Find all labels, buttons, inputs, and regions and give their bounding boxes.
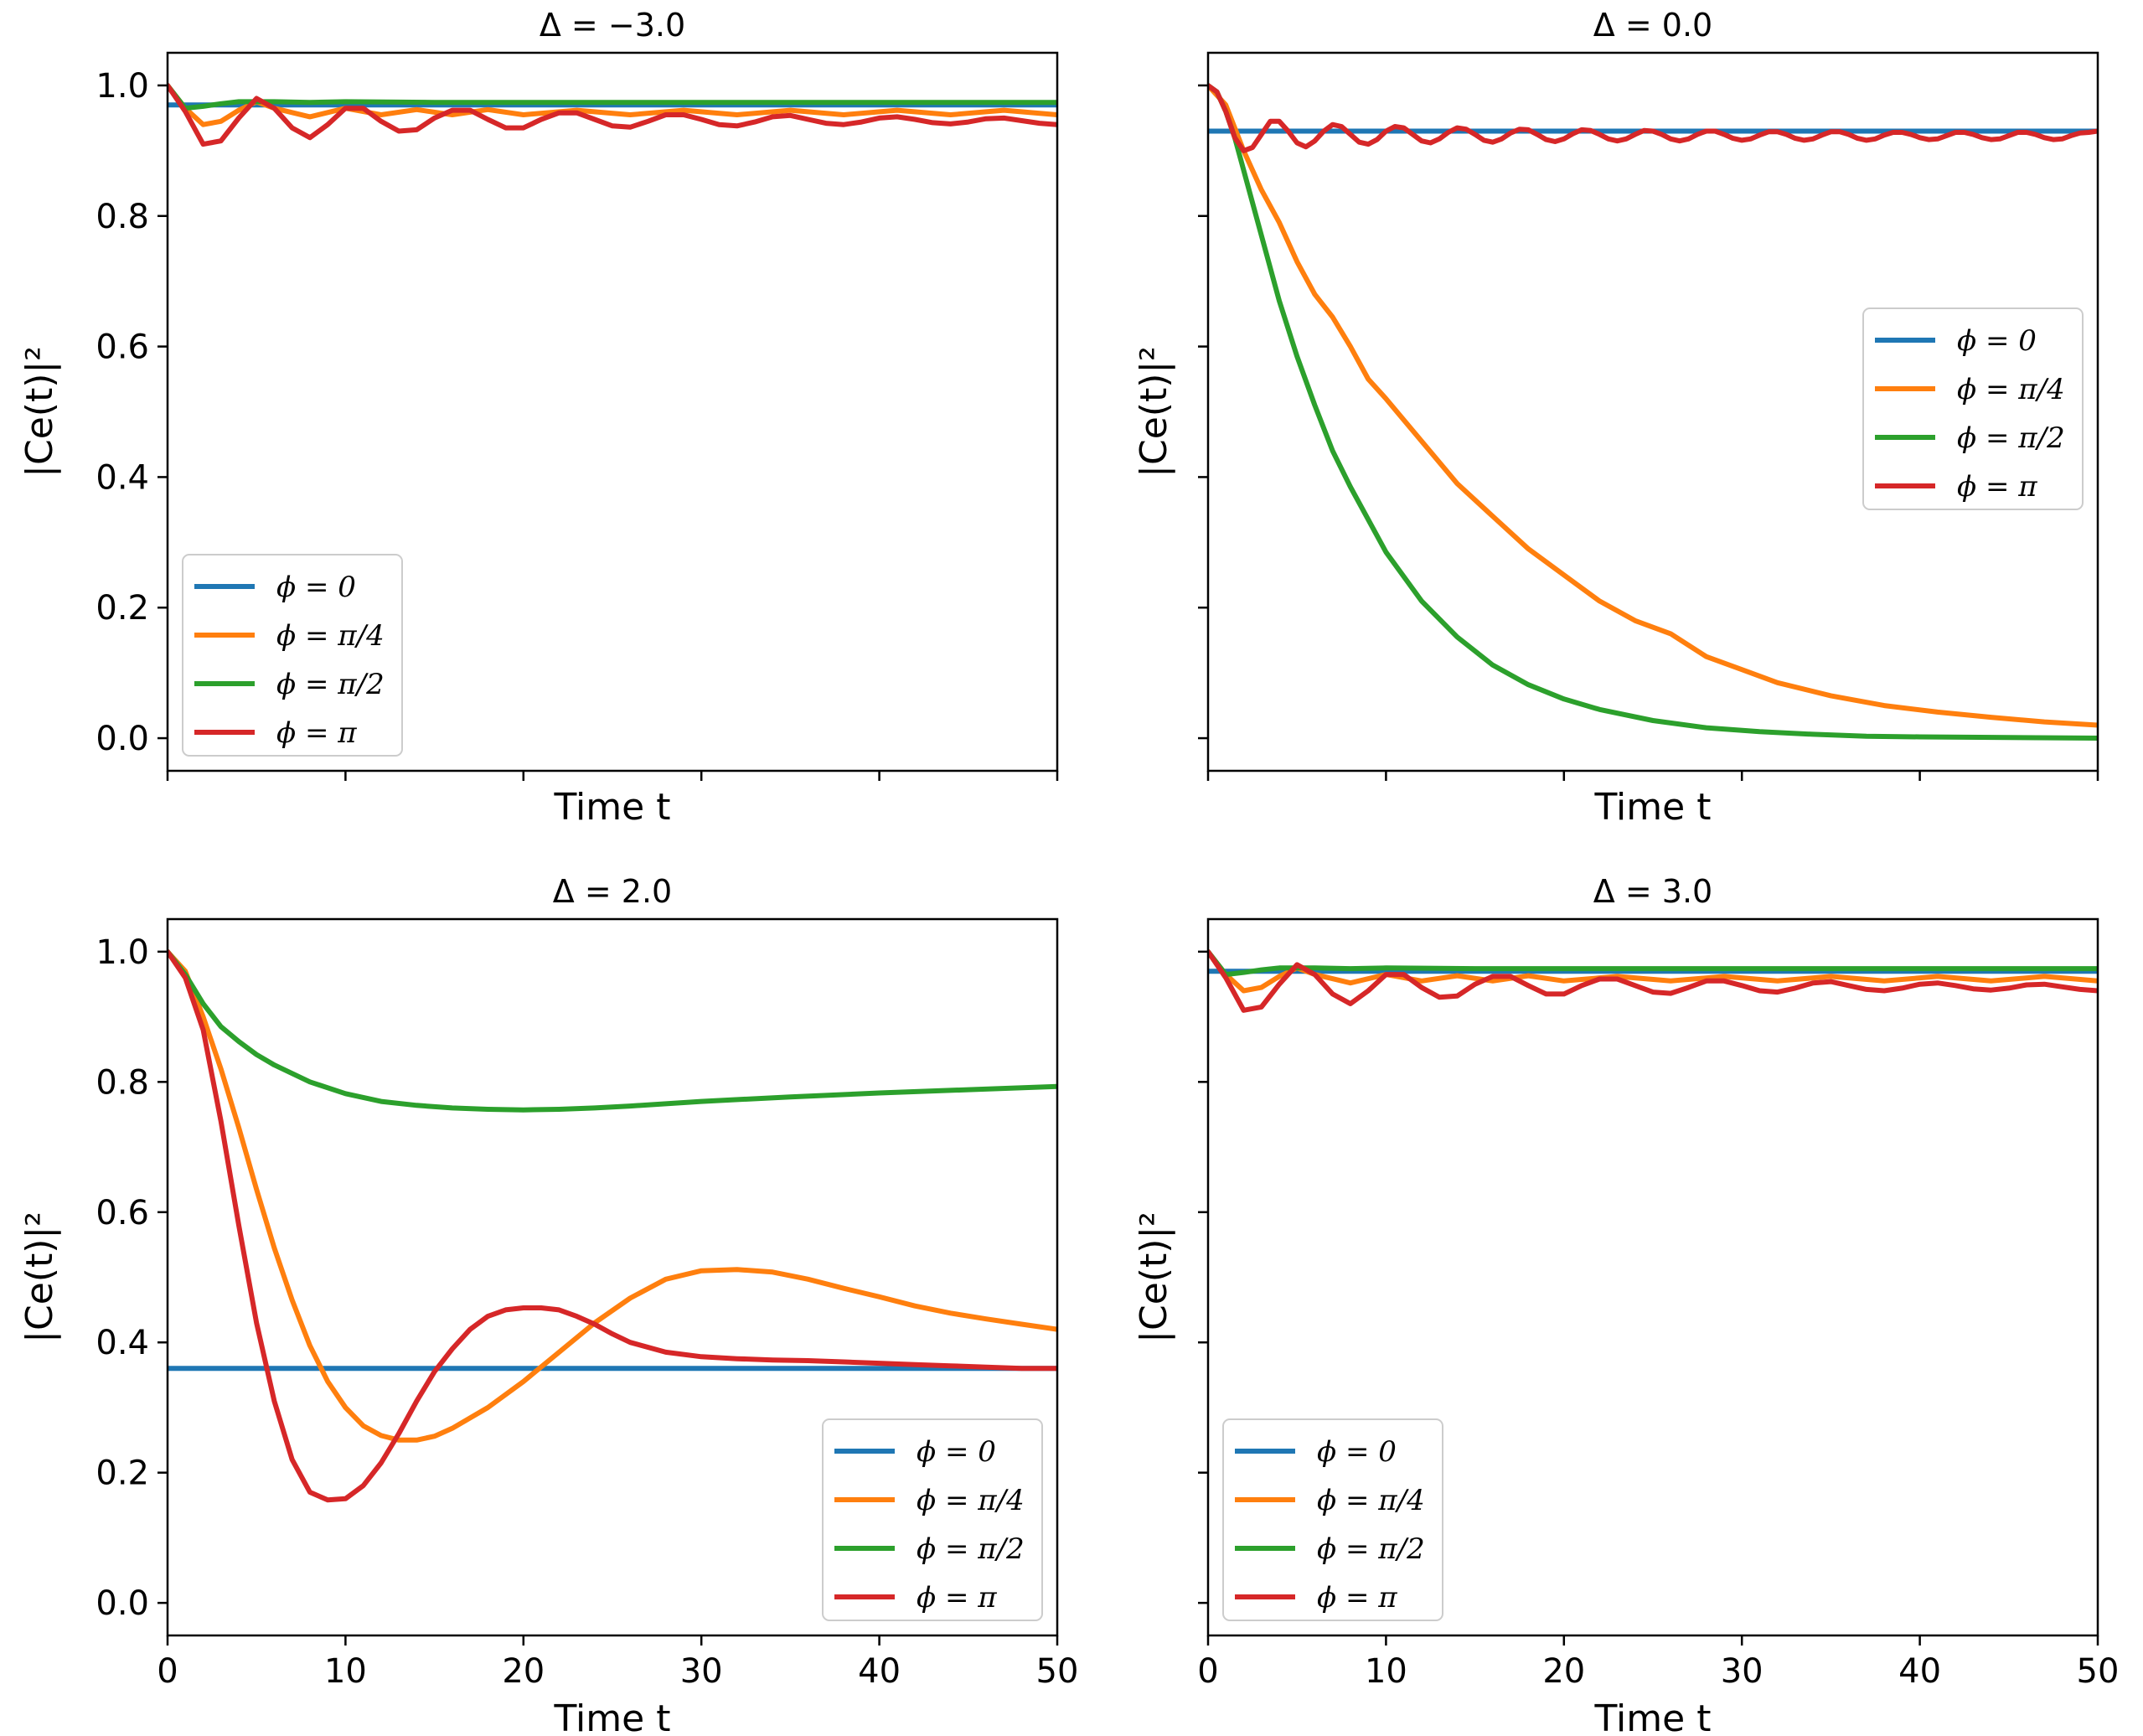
panel-title: Δ = 0.0 [1593, 7, 1712, 44]
y-tick-label: 0.4 [96, 458, 149, 497]
legend-label: ϕ = π/2 [1957, 421, 2065, 455]
legend-label: ϕ = π [1957, 470, 2037, 504]
x-tick-label: 0 [1197, 1652, 1218, 1691]
x-tick-label: 50 [2077, 1652, 2120, 1691]
legend-box [182, 554, 403, 757]
panel-1: Δ = −3.0 0.0 0.2 0.4 0.6 0.8 1.0 Time t |Ce(t)|²… [18, 7, 1059, 829]
x-tick-label: 50 [1036, 1652, 1079, 1691]
x-tick-label: 30 [1721, 1652, 1763, 1691]
axes-frame [166, 917, 1059, 1637]
y-tick-label: 1.0 [96, 933, 149, 972]
panel-title: Δ = −3.0 [540, 7, 685, 44]
y-tick-label: 0.4 [96, 1324, 149, 1362]
legend: ϕ = 0 ϕ = π/4 ϕ = π/2 ϕ = π [182, 554, 403, 757]
legend-label: ϕ = π [917, 1581, 997, 1615]
legend-label: ϕ = π/4 [1317, 1484, 1425, 1517]
series-line [168, 948, 1057, 1113]
legend-label: ϕ = 0 [1957, 324, 2037, 358]
legend-label: ϕ = π [276, 716, 357, 750]
x-tick-label: 40 [1898, 1652, 1941, 1691]
x-axis-label: Time t [1594, 786, 1712, 829]
legend-box [1862, 307, 2084, 510]
y-axis-label: |Ce(t)|² [18, 1212, 61, 1343]
y-axis-label: |Ce(t)|² [1133, 1212, 1175, 1343]
x-tick-label: 20 [502, 1652, 545, 1691]
legend-label: ϕ = 0 [1317, 1435, 1397, 1469]
plot-area [168, 948, 1057, 1503]
panel-title: Δ = 3.0 [1593, 873, 1712, 910]
series-line [1208, 948, 2098, 978]
legend-label: ϕ = 0 [917, 1435, 996, 1469]
x-tick-label: 30 [680, 1652, 723, 1691]
y-tick-label: 0.2 [96, 1454, 149, 1493]
plot-area [1208, 83, 2098, 741]
plot-area [168, 83, 1057, 147]
legend-label: ϕ = π/4 [917, 1484, 1025, 1517]
plot-area [1208, 948, 2098, 1013]
legend-label: ϕ = π/4 [1957, 373, 2065, 406]
series-line [1208, 83, 2098, 741]
y-axis-label: |Ce(t)|² [1133, 346, 1175, 478]
legend: ϕ = 0 ϕ = π/4 ϕ = π/2 ϕ = π [822, 1418, 1043, 1621]
series-line [1208, 83, 2098, 728]
axes-frame [1206, 51, 2099, 772]
x-tick-label: 10 [324, 1652, 367, 1691]
axes-frame [1206, 917, 2099, 1637]
legend-label: ϕ = π/2 [276, 668, 385, 701]
y-tick-label: 0.8 [96, 1063, 149, 1102]
series-line [168, 83, 1057, 111]
x-tick-label: 0 [157, 1652, 178, 1691]
y-tick-label: 0.0 [96, 1584, 149, 1623]
panel-2: Δ = 0.0 Time t |Ce(t)|² ϕ = 0 ϕ = π/4 ϕ = π/2… [1133, 7, 2099, 829]
panel-3: Δ = 2.0 0.0 0.2 0.4 0.6 0.8 1.0 0 10 20 30 40 50 Time… [18, 873, 1078, 1736]
legend: ϕ = 0 ϕ = π/4 ϕ = π/2 ϕ = π [1862, 307, 2084, 510]
legend-label: ϕ = π [1317, 1581, 1397, 1615]
legend-box [822, 1418, 1043, 1621]
x-axis-label: Time t [554, 1697, 671, 1736]
legend-label: ϕ = π/2 [1317, 1532, 1425, 1566]
legend-label: ϕ = 0 [276, 571, 356, 604]
x-axis-label: Time t [1594, 1697, 1712, 1736]
legend-label: ϕ = π/4 [276, 619, 385, 653]
legend-label: ϕ = π/2 [917, 1532, 1025, 1566]
y-tick-label: 0.6 [96, 328, 149, 367]
series-line [168, 948, 1057, 1503]
y-tick-label: 0.0 [96, 720, 149, 758]
legend: ϕ = 0 ϕ = π/4 ϕ = π/2 ϕ = π [1222, 1418, 1443, 1621]
y-axis-label: |Ce(t)|² [18, 346, 61, 478]
x-tick-label: 10 [1365, 1652, 1407, 1691]
x-tick-label: 20 [1542, 1652, 1585, 1691]
y-tick-label: 1.0 [96, 67, 149, 106]
panel-title: Δ = 2.0 [553, 873, 672, 910]
legend-box [1222, 1418, 1443, 1621]
series-line [1208, 948, 2098, 1013]
series-line [168, 83, 1057, 147]
x-axis-label: Time t [554, 786, 671, 829]
axes-frame [166, 51, 1059, 772]
series-line [1208, 83, 2098, 153]
x-tick-label: 40 [858, 1652, 901, 1691]
series-line [168, 948, 1057, 1443]
y-tick-label: 0.2 [96, 589, 149, 628]
y-tick-label: 0.8 [96, 198, 149, 236]
y-tick-label: 0.6 [96, 1194, 149, 1232]
